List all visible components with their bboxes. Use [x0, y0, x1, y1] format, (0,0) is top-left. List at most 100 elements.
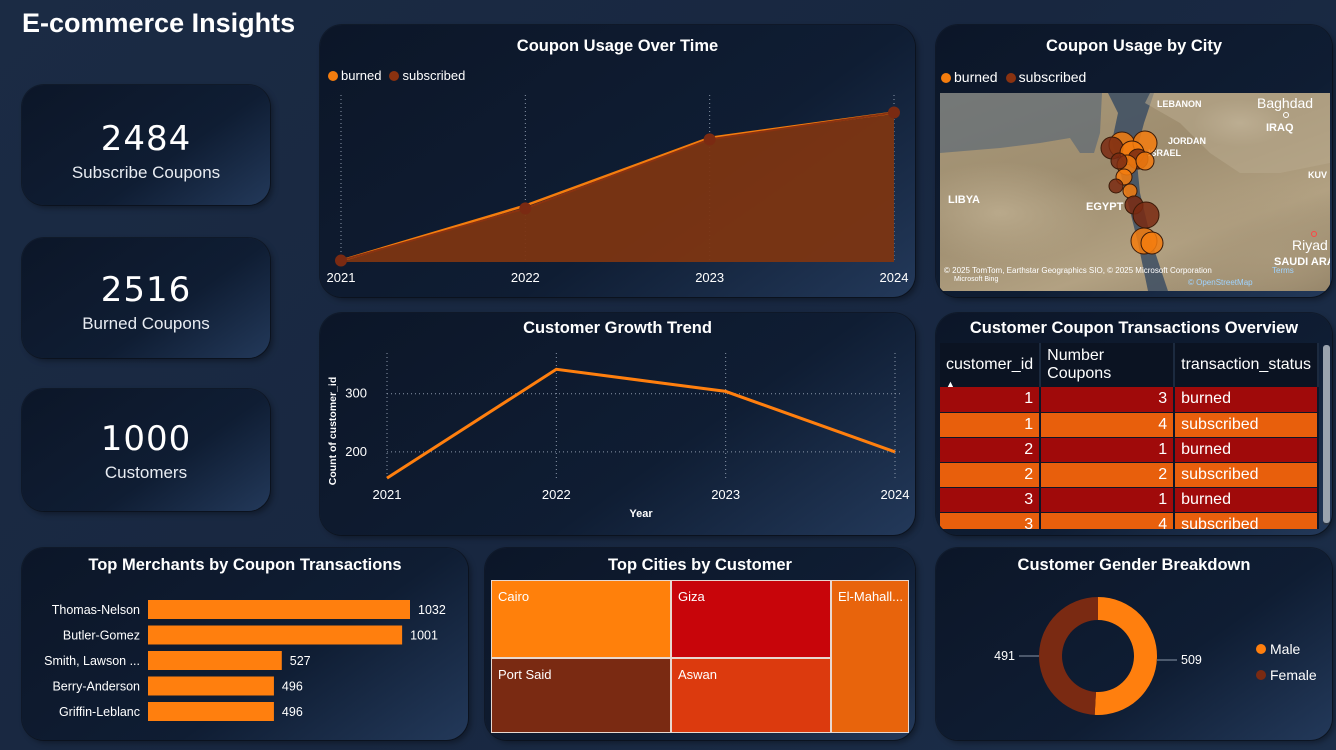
legend-item-subscribed[interactable]: subscribed: [1005, 69, 1087, 85]
city-marker-icon: [1283, 112, 1289, 118]
data-point-subscribed: [888, 106, 900, 119]
legend-item-male[interactable]: Male: [1256, 636, 1317, 662]
table-cell-status: subscribed: [1174, 412, 1320, 437]
data-point-subscribed: [519, 202, 532, 215]
data-point-subscribed: [703, 133, 716, 146]
map-terms-link[interactable]: Terms: [1272, 266, 1294, 275]
map-osm-link[interactable]: © OpenStreetMap: [1188, 278, 1253, 287]
table-cell-coupons: 1: [1040, 437, 1176, 462]
column-header-number-coupons[interactable]: Number Coupons: [1040, 343, 1176, 387]
x-tick-label: 2021: [373, 487, 402, 502]
column-header-customer-id[interactable]: customer_id ▲: [940, 343, 1042, 389]
transactions-card[interactable]: Customer Coupon Transactions Overview cu…: [936, 313, 1332, 535]
legend-item-burned[interactable]: burned: [328, 68, 381, 83]
table-row[interactable]: 3 1 burned: [940, 487, 1320, 512]
city-marker-icon: [1311, 231, 1317, 237]
area-series-subscribed: [341, 112, 894, 262]
bar[interactable]: [148, 651, 282, 670]
coupon-usage-chart-card[interactable]: Coupon Usage Over Time burned subscribed…: [320, 25, 915, 297]
vertical-scrollbar[interactable]: [1323, 345, 1330, 525]
legend-dot-icon: [941, 73, 951, 83]
map-attribution: © 2025 TomTom, Earthstar Geographics SIO…: [944, 266, 1212, 275]
bar[interactable]: [148, 600, 410, 619]
map-overlay: LEBANON Baghdad IRAQ JORDAN ISRAEL KUV L…: [940, 93, 1330, 291]
map-bing-logo: Microsoft Bing: [954, 276, 998, 283]
bar[interactable]: [148, 676, 274, 696]
kpi-label: Subscribe Coupons: [71, 163, 221, 182]
table-row[interactable]: 1 4 subscribed: [940, 412, 1320, 437]
dashboard-title: E-commerce Insights: [22, 8, 296, 38]
chart-title: Top Cities by Customer: [608, 556, 792, 574]
chart-title: Customer Growth Trend: [523, 319, 712, 337]
chart-title: Top Merchants by Coupon Transactions: [88, 556, 402, 574]
data-label-female: 491: [994, 649, 1015, 663]
table-cell-customer-id: 2: [940, 462, 1042, 487]
legend-item-female[interactable]: Female: [1256, 662, 1317, 688]
bar[interactable]: [148, 702, 274, 721]
treemap-cell-giza[interactable]: Giza: [671, 580, 831, 658]
donut-slice-female[interactable]: [1039, 597, 1098, 715]
table-scroll-area[interactable]: customer_id ▲ Number Coupons transaction_…: [940, 343, 1324, 529]
legend-label: subscribed: [402, 68, 466, 83]
category-label: Smith, Lawson ...: [44, 654, 140, 668]
table-cell-coupons: 4: [1040, 512, 1176, 529]
map-label: JORDAN: [1168, 136, 1206, 146]
table-row[interactable]: 1 3 burned: [940, 387, 1320, 412]
kpi-card-subscribe[interactable]: 2484 Subscribe Coupons: [22, 85, 270, 205]
map-label: ISRAEL: [1148, 148, 1182, 158]
table-title: Customer Coupon Transactions Overview: [969, 319, 1299, 337]
donut-slice-male[interactable]: [1094, 597, 1158, 715]
treemap-cell-aswan[interactable]: Aswan: [671, 658, 831, 733]
chart-title: Coupon Usage Over Time: [516, 37, 719, 55]
kpi-card-customers[interactable]: 1000 Customers: [22, 389, 270, 511]
sort-ascending-icon[interactable]: ▲: [946, 379, 955, 389]
bar[interactable]: [148, 625, 403, 645]
legend-item-subscribed[interactable]: subscribed: [389, 68, 465, 83]
legend-dot-icon: [1256, 644, 1266, 654]
donut-chart: 509 491: [994, 597, 1202, 715]
treemap-cell-port-said[interactable]: Port Said: [491, 658, 671, 733]
map-label: IRAQ: [1266, 122, 1294, 134]
table-row[interactable]: 2 2 subscribed: [940, 462, 1320, 487]
category-label: Griffin-Leblanc: [59, 705, 140, 719]
kpi-value: 1000: [100, 419, 192, 459]
x-tick-label: 2023: [695, 270, 724, 285]
table-cell-customer-id: 3: [940, 512, 1042, 529]
x-tick-label: 2021: [327, 270, 356, 285]
cities-treemap-card[interactable]: Top Cities by Customer Cairo Giza El-Mah…: [485, 548, 915, 740]
gender-chart-card[interactable]: Customer Gender Breakdown 509 491 Male Fe…: [936, 548, 1332, 740]
legend-item-burned[interactable]: burned: [941, 69, 998, 85]
table-cell-coupons: 2: [1040, 462, 1176, 487]
gender-legend: Male Female: [1256, 636, 1317, 688]
growth-chart-card[interactable]: Customer Growth Trend 200 300 2021 2022 2023…: [320, 313, 915, 535]
table-cell-status: burned: [1174, 387, 1320, 412]
table-cell-status: burned: [1174, 487, 1320, 512]
y-axis-title: Count of customer_id: [327, 377, 339, 486]
legend-label: subscribed: [1018, 69, 1087, 85]
merchants-chart-card[interactable]: Top Merchants by Coupon Transactions Tho…: [22, 548, 468, 740]
legend-label: Male: [1270, 641, 1301, 657]
y-tick-label: 300: [345, 386, 367, 401]
map-bubbles[interactable]: [1100, 130, 1164, 255]
table-row[interactable]: 3 4 subscribed: [940, 512, 1320, 529]
table-cell-coupons: 3: [1040, 387, 1176, 412]
kpi-card-burned[interactable]: 2516 Burned Coupons: [22, 238, 270, 358]
scrollbar-thumb[interactable]: [1323, 345, 1330, 523]
map-label: LIBYA: [948, 194, 980, 206]
kpi-value: 2516: [100, 270, 192, 310]
x-tick-label: 2022: [542, 487, 571, 502]
table-row[interactable]: 2 1 burned: [940, 437, 1320, 462]
table-cell-status: burned: [1174, 437, 1320, 462]
kpi-label: Burned Coupons: [82, 314, 210, 333]
map-canvas[interactable]: LEBANON Baghdad IRAQ JORDAN ISRAEL KUV L…: [940, 93, 1330, 291]
column-header-transaction-status[interactable]: transaction_status: [1174, 343, 1320, 387]
treemap-cell-el-mahalla[interactable]: El-Mahall...: [831, 580, 909, 733]
line-chart: 200 300 2021 2022 2023 2024 Year Count of custo…: [327, 353, 909, 520]
x-tick-label: 2022: [511, 270, 540, 285]
x-axis-title: Year: [629, 508, 653, 520]
treemap-cell-cairo[interactable]: Cairo: [491, 580, 671, 658]
kpi-label: Customers: [104, 463, 188, 482]
legend-label: burned: [341, 68, 382, 83]
city-map-card[interactable]: Coupon Usage by City burned subscribed L…: [936, 25, 1332, 297]
category-label: Butler-Gomez: [63, 629, 140, 643]
